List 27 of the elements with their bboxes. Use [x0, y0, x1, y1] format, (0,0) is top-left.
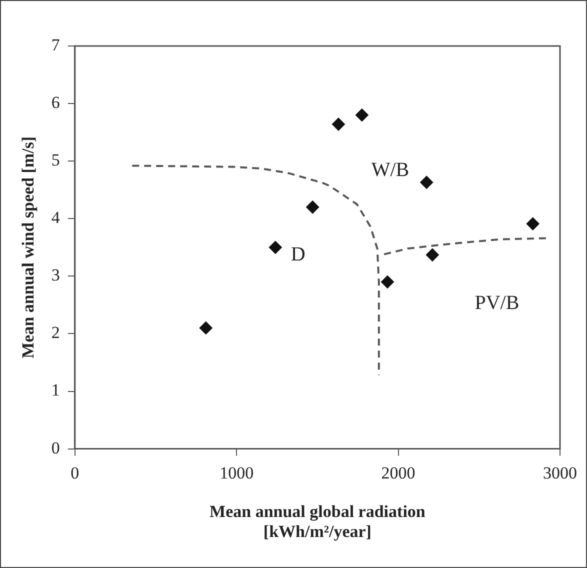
x-axis-title: Mean annual global radiation [kWh/m²/year] [210, 502, 426, 542]
point [332, 118, 345, 131]
point [426, 248, 439, 262]
x-tick-label: 2000 [381, 463, 416, 482]
y-tick-label: 5 [51, 150, 60, 170]
y-tick-label: 3 [51, 266, 60, 285]
point [526, 217, 540, 230]
y-tick-label: 7 [51, 35, 60, 54]
x-tick-label: 1000 [220, 463, 254, 482]
x-tick-label: 0 [70, 463, 80, 482]
y-tick-label: 2 [51, 323, 60, 342]
y-axis-title: Mean annual wind speed [m/s] [18, 136, 38, 358]
annotation: W/B [371, 159, 410, 182]
y-tick-label: 6 [51, 93, 60, 112]
point [306, 200, 320, 214]
annotation: PV/B [474, 292, 520, 314]
y-tick-label: 4 [51, 208, 60, 228]
point [199, 321, 212, 334]
line-series [383, 237, 549, 256]
point [420, 176, 434, 189]
y-tick-label: 1 [51, 380, 60, 400]
x-tick-label: 3000 [543, 463, 577, 482]
point [355, 108, 368, 122]
point [268, 240, 282, 254]
annotation: D [290, 244, 306, 266]
y-tick-label: 0 [51, 438, 60, 458]
point [380, 275, 394, 288]
